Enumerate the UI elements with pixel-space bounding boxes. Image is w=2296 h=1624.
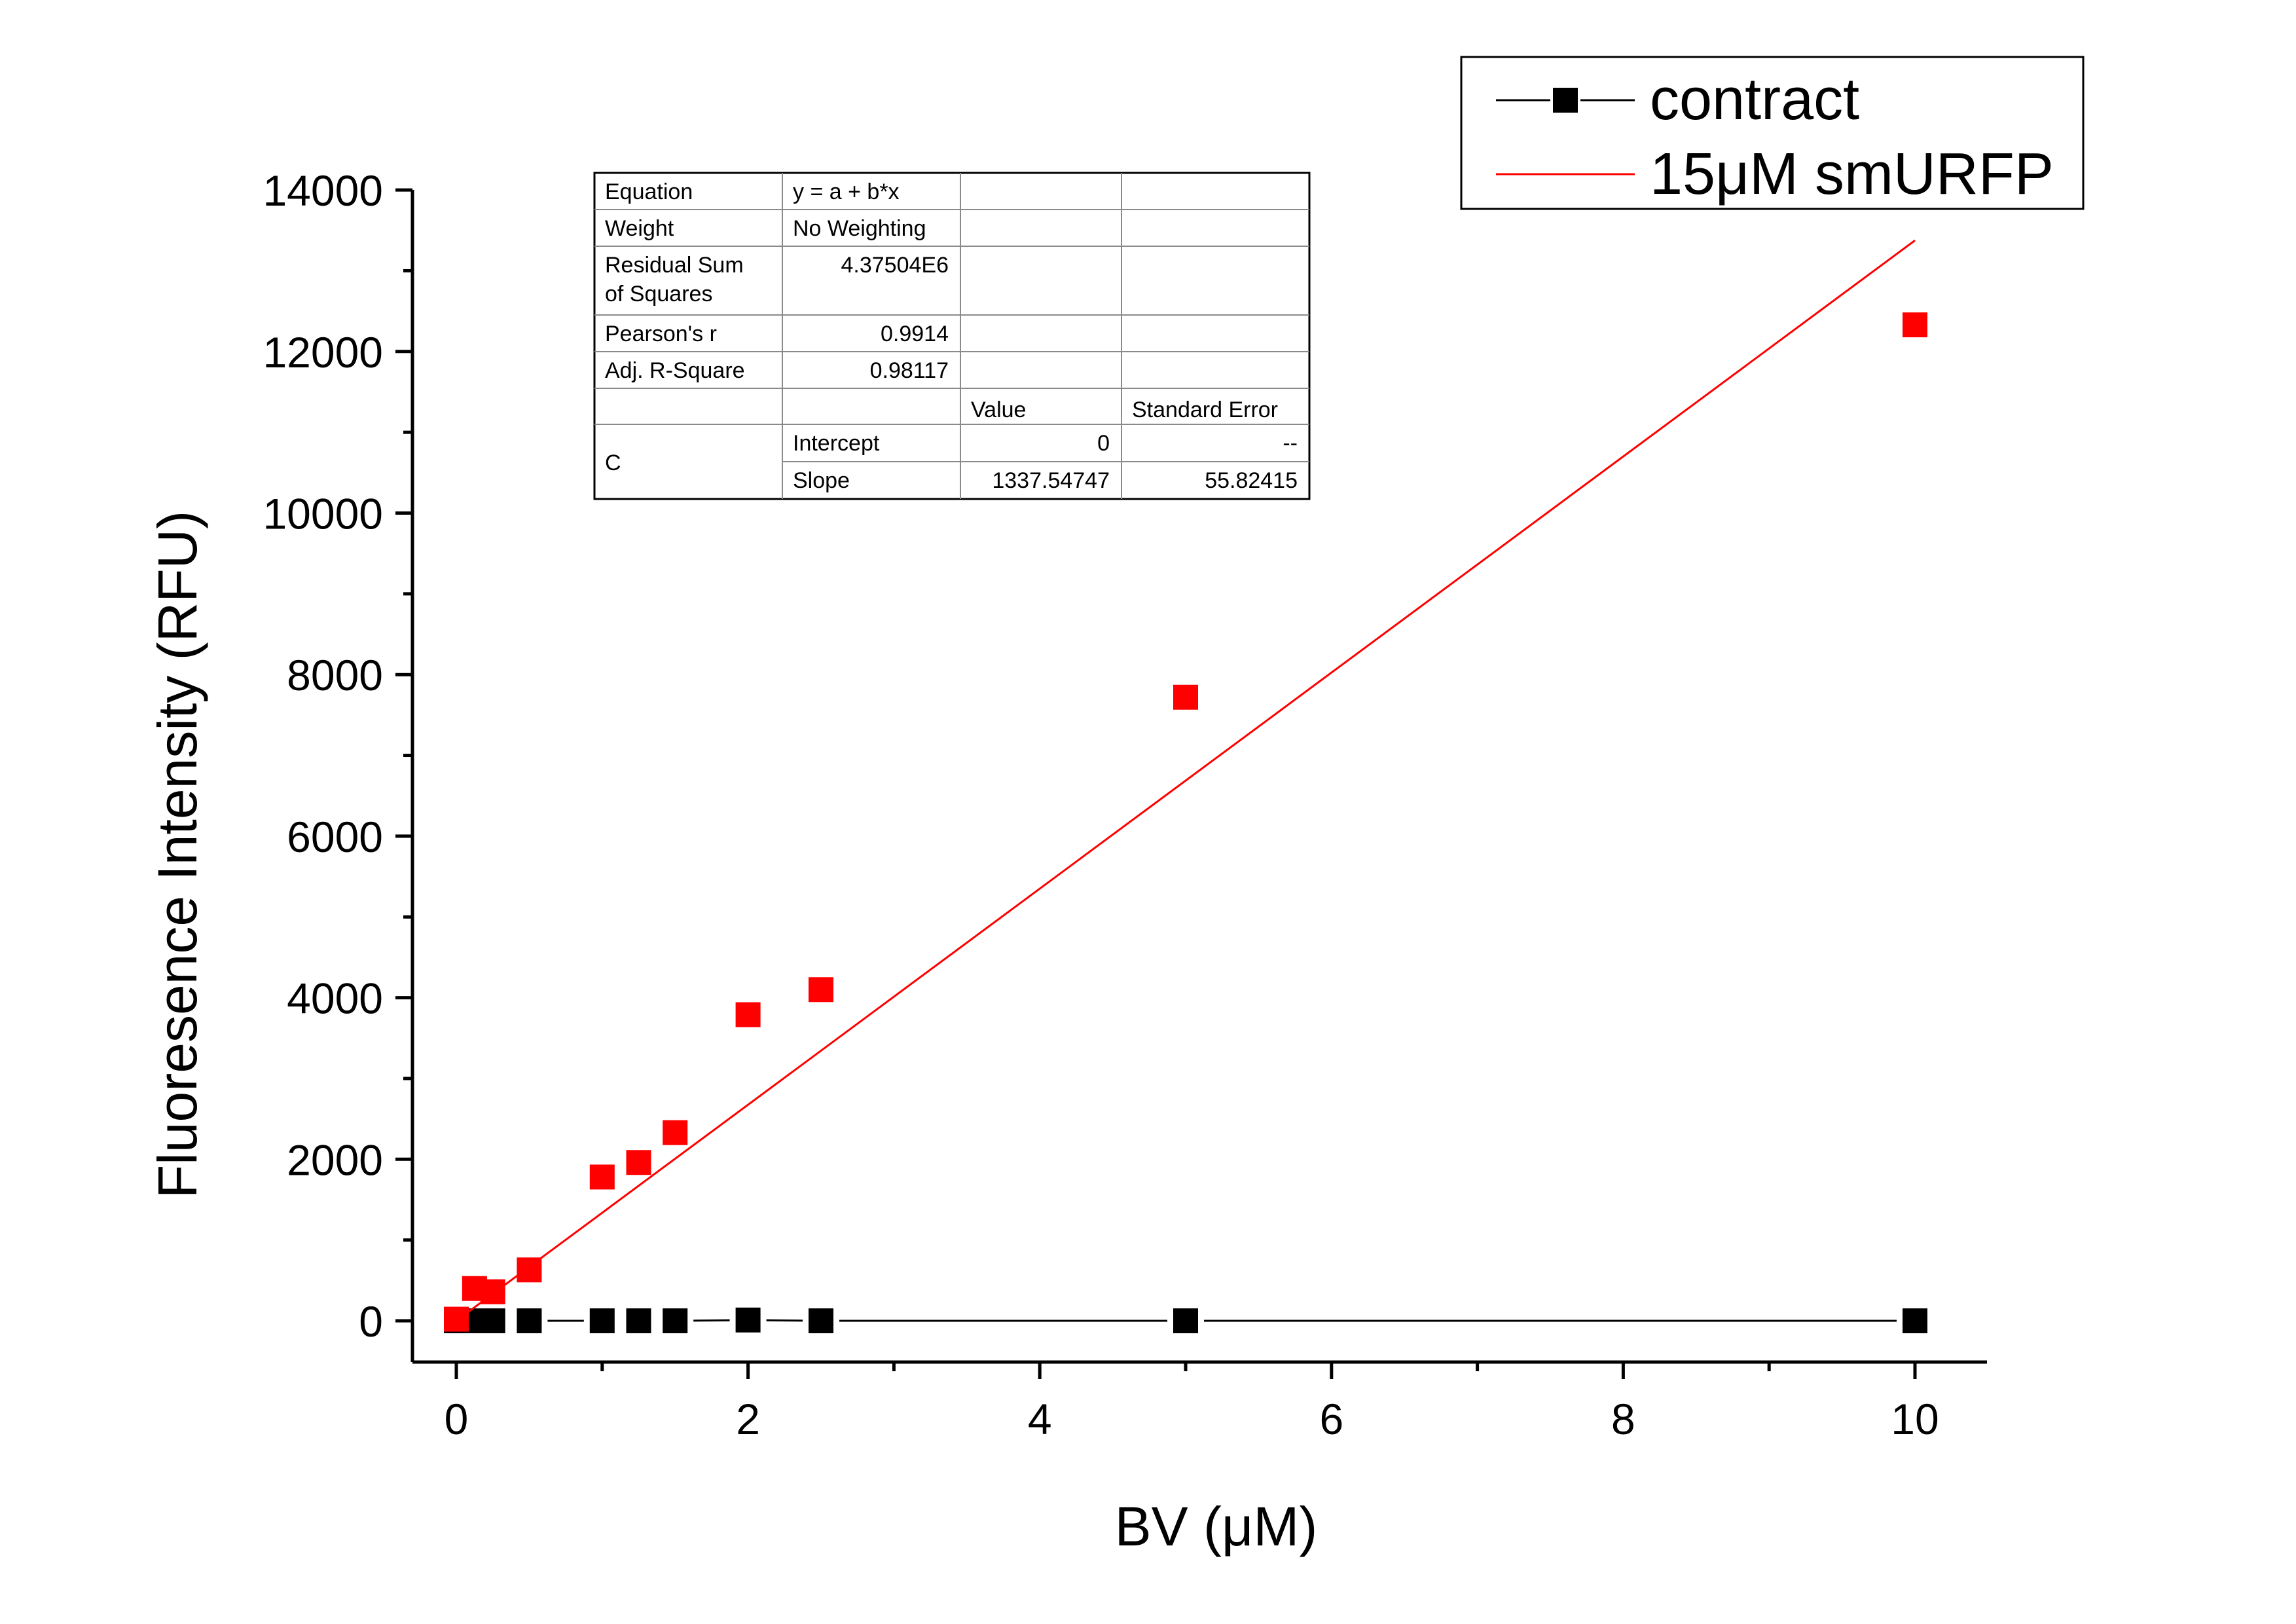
stats-cell-text: -- <box>1283 431 1298 456</box>
contract-point <box>480 1308 505 1333</box>
stats-cell-text: Equation <box>605 179 693 204</box>
legend-frame <box>1460 56 2085 210</box>
contract-point <box>735 1307 761 1333</box>
smurfp-point <box>626 1150 651 1175</box>
contract-line-segment <box>766 1319 803 1322</box>
stats-cell-text: Intercept <box>793 431 880 456</box>
y-axis-title: Fluoresence Intensity (RFU) <box>147 511 208 1198</box>
stats-cell-text: 0.98117 <box>870 358 949 383</box>
smurfp-point <box>1903 312 1927 338</box>
stats-cell-text: Weight <box>605 216 674 241</box>
stats-cell-text: 55.82415 <box>1205 468 1298 493</box>
y-tick-label: 4000 <box>287 974 383 1023</box>
stats-cell-text: Value <box>971 397 1026 422</box>
y-tick-label: 8000 <box>287 651 383 699</box>
plot-area <box>444 239 1927 1333</box>
y-tick-label: 10000 <box>263 490 383 538</box>
stats-cell-text: 0 <box>1097 431 1110 456</box>
stats-cell-text: of Squares <box>605 282 712 306</box>
stats-cell-text: y = a + b*x <box>793 179 900 204</box>
stats-cell-text: No Weighting <box>793 216 926 241</box>
y-tick-label: 14000 <box>263 166 383 215</box>
stats-cell-text: Slope <box>793 468 850 493</box>
smurfp-point <box>1173 684 1198 710</box>
stats-cell-text: Standard Error <box>1132 397 1278 422</box>
x-tick-label: 8 <box>1611 1395 1635 1443</box>
x-axis-title: BV (μM) <box>1115 1496 1318 1557</box>
stats-cell-text: Pearson's r <box>605 322 717 346</box>
x-tick-label: 6 <box>1319 1395 1343 1443</box>
x-tick-label: 4 <box>1028 1395 1052 1443</box>
stats-cell-text: Residual Sum <box>605 253 744 278</box>
smurfp-point <box>517 1257 542 1283</box>
stats-cell-text: 1337.54747 <box>992 468 1110 493</box>
y-tick-label: 12000 <box>263 328 383 377</box>
smurfp-point <box>809 977 833 1003</box>
stats-cell-text: 0.9914 <box>881 322 949 346</box>
stats-cell-text: C <box>605 451 621 475</box>
contract-point <box>517 1308 542 1333</box>
legend-label: contract <box>1650 67 1859 132</box>
contract-point <box>809 1308 833 1333</box>
x-tick-label: 2 <box>736 1395 760 1443</box>
contract-point <box>663 1308 688 1333</box>
smurfp-point <box>480 1279 505 1304</box>
y-tick-label: 6000 <box>287 813 383 861</box>
contract-line-segment <box>693 1319 730 1322</box>
smurfp-point <box>735 1002 761 1027</box>
contract-point <box>1173 1308 1198 1333</box>
axes: 0 2000 4000 6000 8000 10000 12000 14000 0 2 4 6 8 10 B… <box>147 166 1987 1557</box>
x-tick-label: 10 <box>1891 1395 1939 1443</box>
x-tick-label: 0 <box>445 1395 469 1443</box>
y-tick-label: 0 <box>359 1297 383 1346</box>
stats-table: Equation y = a + b*x Weight No Weighting Res… <box>593 172 1311 500</box>
legend-contract-marker <box>1553 88 1578 113</box>
contract-point <box>1903 1308 1927 1333</box>
smurfp-point <box>444 1306 469 1332</box>
smurfp-point <box>589 1164 615 1190</box>
legend-label: 15μM smURFP <box>1650 141 2054 207</box>
stats-cell-text: 4.37504E6 <box>841 253 949 278</box>
stats-cell-text: Adj. R-Square <box>605 358 745 383</box>
contract-point <box>589 1308 615 1333</box>
contract-point <box>626 1308 651 1333</box>
stats-table-frame <box>593 172 1311 500</box>
y-tick-label: 2000 <box>287 1135 383 1184</box>
fit-line <box>456 239 1916 1322</box>
smurfp-point <box>663 1120 688 1145</box>
legend: contract 15μM smURFP <box>1460 56 2085 210</box>
